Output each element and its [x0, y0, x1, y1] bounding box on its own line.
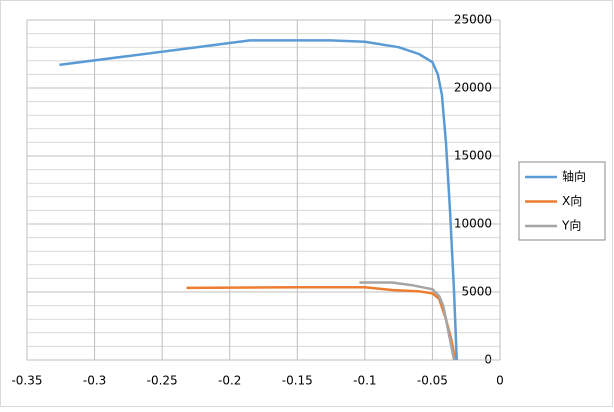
y-tick-label: 10000	[454, 217, 492, 231]
y-tick-label: 20000	[454, 81, 492, 95]
legend-label: 轴向	[562, 169, 586, 184]
x-tick-label: -0.15	[282, 374, 313, 388]
legend-label: Y向	[561, 218, 581, 233]
y-tick-label: 15000	[454, 149, 492, 163]
series-line	[359, 281, 456, 361]
x-tick-label: -0.1	[353, 374, 376, 388]
x-tick-label: 0	[496, 374, 504, 388]
x-tick-label: -0.2	[218, 374, 241, 388]
x-tick-label: -0.25	[147, 374, 178, 388]
x-tick-label: -0.3	[83, 374, 106, 388]
y-tick-label: 25000	[454, 13, 492, 27]
y-tick-label: 5000	[461, 285, 492, 299]
x-tick-label: -0.35	[11, 374, 42, 388]
series-line	[59, 39, 459, 361]
x-tick-label: -0.05	[417, 374, 448, 388]
legend-label: X向	[562, 193, 582, 208]
